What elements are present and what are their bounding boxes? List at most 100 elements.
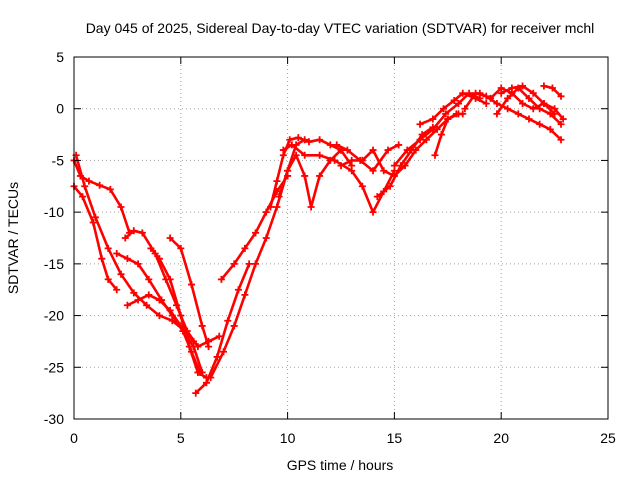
- data-point: [134, 260, 142, 268]
- series-22: [476, 84, 567, 123]
- data-point: [224, 317, 232, 325]
- data-point: [384, 146, 392, 154]
- data-point: [130, 227, 138, 235]
- data-point: [155, 312, 163, 320]
- series-20: [431, 110, 467, 159]
- plot-frame: [73, 56, 609, 420]
- y-tick-label: -5: [52, 152, 65, 168]
- data-point: [373, 193, 381, 201]
- data-point: [104, 275, 112, 283]
- y-tick-label: 5: [56, 49, 64, 65]
- y-axis-label: SDTVAR / TECUs: [5, 182, 21, 294]
- data-point: [241, 291, 249, 299]
- y-tick-label: -20: [44, 308, 64, 324]
- x-tick-label: 20: [493, 430, 509, 446]
- data-point: [508, 84, 516, 92]
- data-point: [89, 218, 97, 226]
- data-point: [444, 115, 452, 123]
- data-point: [557, 92, 565, 100]
- data-point: [81, 182, 89, 190]
- data-point: [113, 250, 121, 258]
- data-point: [198, 322, 206, 330]
- data-point: [459, 89, 467, 97]
- data-point: [519, 82, 527, 90]
- data-point: [273, 203, 281, 211]
- data-point: [252, 260, 260, 268]
- data-point: [275, 193, 283, 201]
- data-point: [301, 172, 309, 180]
- series-25: [540, 82, 565, 100]
- x-tick-label: 15: [387, 430, 403, 446]
- data-point: [536, 120, 544, 128]
- series-9: [192, 260, 253, 397]
- data-point: [294, 134, 302, 142]
- data-point: [429, 125, 437, 133]
- data-point: [452, 110, 460, 118]
- data-point: [194, 343, 202, 351]
- y-tick-label: -10: [44, 204, 64, 220]
- data-point: [557, 136, 565, 144]
- data-point: [177, 312, 185, 320]
- data-point: [166, 275, 174, 283]
- data-point: [117, 270, 125, 278]
- data-point: [487, 94, 495, 102]
- data-point: [403, 146, 411, 154]
- data-point: [557, 120, 565, 128]
- data-point: [145, 291, 153, 299]
- series-13: [275, 146, 356, 211]
- data-point: [194, 368, 202, 376]
- data-point: [91, 213, 99, 221]
- data-point: [369, 146, 377, 154]
- series-line: [194, 262, 251, 395]
- data-point: [348, 167, 356, 175]
- data-point: [386, 182, 394, 190]
- data-point: [326, 141, 334, 149]
- data-point: [559, 115, 567, 123]
- data-point: [504, 94, 512, 102]
- chart-title: Day 045 of 2025, Sidereal Day-to-day VTE…: [86, 20, 595, 36]
- x-tick-label: 10: [280, 430, 296, 446]
- data-point: [519, 100, 527, 108]
- x-axis-label: GPS time / hours: [287, 457, 394, 473]
- data-point: [348, 156, 356, 164]
- data-point: [461, 105, 469, 113]
- data-point: [207, 374, 215, 382]
- data-point: [123, 255, 131, 263]
- data-point: [121, 234, 129, 242]
- data-point: [284, 167, 292, 175]
- data-point: [540, 82, 548, 90]
- data-point: [187, 281, 195, 289]
- data-point: [497, 89, 505, 97]
- data-point: [79, 193, 87, 201]
- data-point: [416, 120, 424, 128]
- data-point: [143, 301, 151, 309]
- data-point: [267, 203, 275, 211]
- data-point: [482, 100, 490, 108]
- data-point: [113, 286, 121, 294]
- data-point: [85, 177, 93, 185]
- data-point: [358, 156, 366, 164]
- series-1: [70, 156, 134, 237]
- data-point: [273, 177, 281, 185]
- data-point: [540, 100, 548, 108]
- series-line: [209, 138, 307, 379]
- data-point: [155, 255, 163, 263]
- series-7: [147, 244, 210, 382]
- x-tick-label: 5: [177, 430, 185, 446]
- data-point: [390, 162, 398, 170]
- data-point: [551, 110, 559, 118]
- data-point: [442, 110, 450, 118]
- data-point: [130, 289, 138, 297]
- data-point: [245, 260, 253, 268]
- data-point: [525, 94, 533, 102]
- data-point: [138, 229, 146, 237]
- data-point: [241, 244, 249, 252]
- data-point: [307, 203, 315, 211]
- series-24: [497, 82, 559, 118]
- data-point: [422, 136, 430, 144]
- data-point: [493, 100, 501, 108]
- data-point: [358, 182, 366, 190]
- series-19: [416, 89, 490, 128]
